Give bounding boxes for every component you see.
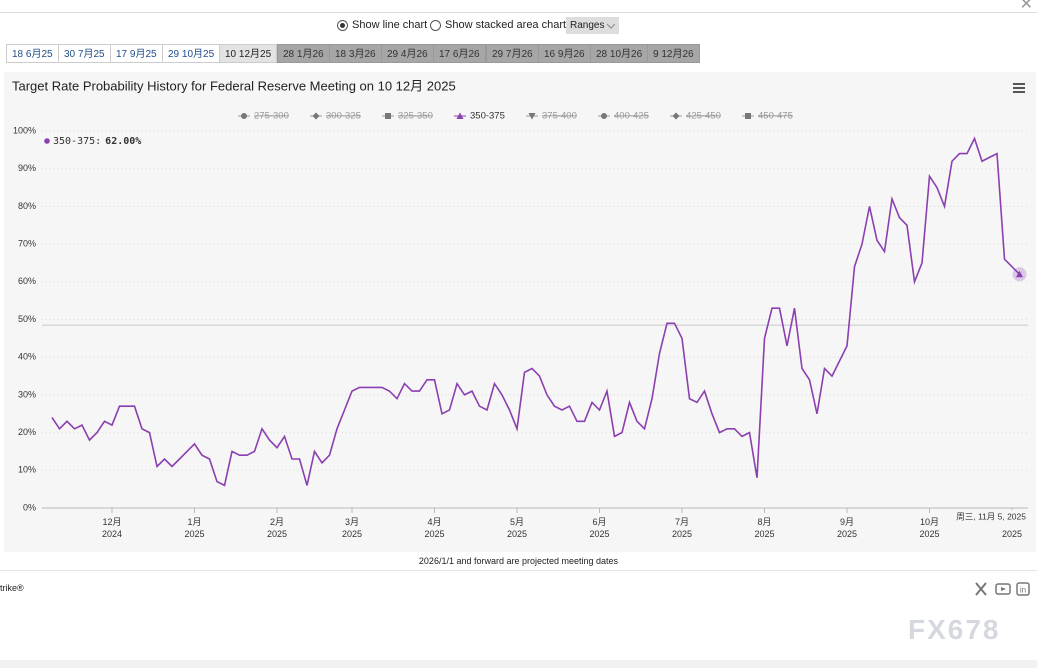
y-tick-label: 60% [18, 276, 36, 286]
legend-label: 400-425 [614, 111, 649, 122]
legend-label: 275-300 [254, 111, 289, 122]
legend-marker [672, 112, 680, 120]
y-tick-label: 30% [18, 389, 36, 399]
legend-marker [241, 113, 247, 119]
youtube-icon[interactable] [995, 583, 1011, 595]
y-tick-label: 40% [18, 352, 36, 362]
x-tick-label: 9月 2025 [837, 517, 857, 539]
meeting-tab[interactable]: 29 4月26 [381, 44, 434, 63]
x-tick-label: 5月 2025 [507, 517, 527, 539]
close-icon[interactable]: ✕ [1019, 0, 1033, 13]
hover-point [1016, 270, 1023, 278]
legend-marker [601, 113, 607, 119]
menu-icon[interactable] [1013, 83, 1025, 93]
x-icon[interactable] [975, 582, 987, 596]
chart: Target Rate Probability History for Fede… [4, 72, 1036, 552]
x-tick-label: 8月 2025 [754, 517, 774, 539]
legend-marker [312, 112, 320, 120]
tooltip-date: 周三, 11月 5, 2025 [956, 511, 1026, 521]
bottom-bar [0, 660, 1037, 668]
dropdown-label: Ranges [570, 20, 605, 31]
y-tick-label: 100% [13, 125, 36, 135]
legend-label: 325-350 [398, 111, 433, 122]
legend-label: 450-475 [758, 111, 793, 122]
legend-label: 350-375 [470, 111, 505, 122]
y-tick-label: 90% [18, 163, 36, 173]
linkedin-icon[interactable] [1016, 582, 1030, 596]
x-tick-label: 6月 2025 [589, 517, 609, 539]
y-tick-label: 50% [18, 314, 36, 324]
x-tick-label: 4月 2025 [424, 517, 444, 539]
x-tick-label: 2月 2025 [267, 517, 287, 539]
line-chart-option[interactable]: Show line chart [337, 19, 427, 31]
legend-marker [456, 112, 464, 119]
y-tick-label: 80% [18, 201, 36, 211]
x-tick-label: 2025 [1002, 529, 1022, 539]
svg-text:in: in [1020, 586, 1026, 595]
chevron [607, 23, 616, 29]
watermark: FX678 [908, 614, 1001, 645]
meeting-tab[interactable]: 10 12月25 [219, 44, 278, 63]
y-tick-label: 70% [18, 238, 36, 248]
ranges-dropdown[interactable]: Ranges [566, 17, 620, 34]
social-icons: in [975, 582, 1030, 596]
meeting-tab[interactable]: 28 10月26 [590, 44, 649, 63]
y-tick-label: 20% [18, 427, 36, 437]
option-label: Show line chart [352, 19, 428, 31]
y-tick-label: 10% [18, 465, 36, 475]
meeting-tab[interactable]: 9 12月26 [647, 44, 700, 63]
option-label: Show stacked area chart [445, 19, 567, 31]
data-line [51, 136, 1021, 487]
stacked-chart-option[interactable]: Show stacked area chart [430, 19, 566, 31]
tooltip-series: 350-375: [53, 136, 101, 147]
legend-label: 300-325 [326, 111, 361, 122]
x-tick-label: 12月 2024 [102, 517, 122, 539]
x-tick-label: 1月 2025 [184, 517, 204, 539]
tooltip-dot [44, 138, 50, 144]
legend-marker [385, 113, 391, 119]
x-tick-label: 10月 2025 [919, 517, 939, 539]
legend-label: 375-400 [542, 111, 577, 122]
legend-label: 425-450 [686, 111, 721, 122]
legend-marker [745, 113, 751, 119]
x-tick-label: 3月 2025 [342, 517, 362, 539]
y-tick-label: 0% [23, 502, 36, 512]
chart-panel [4, 72, 1036, 552]
source-text: trike® [0, 583, 24, 593]
chart-title: Target Rate Probability History for Fede… [12, 78, 456, 93]
legend-marker [528, 113, 536, 120]
footnote: 2026/1/1 and forward are projected meeti… [418, 556, 619, 566]
x-tick-label: 7月 2025 [672, 517, 692, 539]
tooltip-date-bg [954, 510, 1029, 523]
footer-rule [0, 570, 1037, 571]
meeting-tab[interactable]: 17 6月26 [433, 44, 486, 63]
tooltip-value: 62.00% [105, 136, 141, 147]
top-rule [0, 12, 1037, 13]
meeting-tab[interactable]: 29 10月25 [162, 44, 221, 63]
